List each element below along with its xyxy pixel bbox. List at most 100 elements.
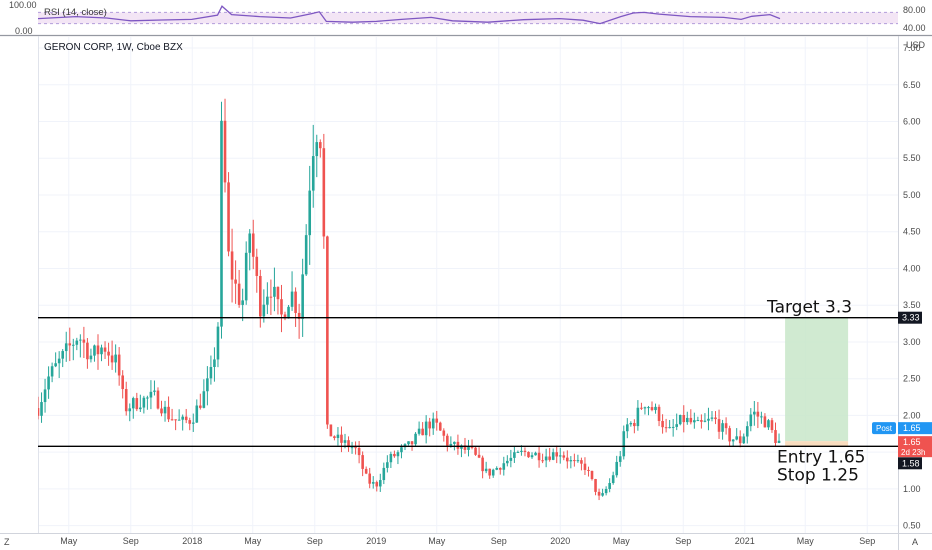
target-annotation[interactable]: Target 3.3 [766,298,852,318]
line-price-badge [898,457,922,470]
candle-body [407,441,410,445]
candle-body [710,417,714,419]
candle-body [50,366,54,377]
rsi-tick-0: 0.00 [15,26,33,36]
candle-body [177,419,181,421]
candle-body [223,120,227,183]
candle-body [375,482,379,487]
candle-body [636,407,640,427]
candle-body [135,398,139,410]
candle-body [541,460,544,462]
stop-annotation[interactable]: Stop 1.25 [777,465,859,485]
candle-body [371,482,375,484]
candle-body [121,375,124,390]
rsi-tick-40: 40.00 [903,23,926,33]
entry-annotation[interactable]: Entry 1.65 [777,447,866,467]
time-axis[interactable]: May Sep 2018 May Sep 2019 May Sep 2020 May Sep 2021… [60,536,875,546]
candle-body [633,423,636,427]
candle-body [350,447,354,449]
candle-body [738,436,742,444]
candle-body [520,450,523,452]
time-tick-label: Sep [307,536,323,546]
candle-body [290,291,294,307]
candle-body [484,468,488,472]
candle-body [287,306,290,319]
candle-body [340,434,343,443]
price-tick-label: 4.00 [903,263,921,273]
candle-body [251,233,255,257]
rsi-tick-80: 80.00 [903,5,926,15]
rsi-legend: RSI (14, close) [44,7,107,18]
price-tick-label: 0.50 [903,521,921,531]
grid [38,37,898,533]
candle-body [604,488,608,494]
candle-body [259,275,262,317]
candle-body [509,457,513,461]
candle-body [318,142,322,149]
candle-body [294,291,297,313]
candle-body [576,460,580,462]
candle-body [364,468,368,474]
long-position-tool[interactable] [785,317,849,447]
candle-body [315,142,319,157]
candle-body [753,411,756,415]
rsi-line [38,5,781,25]
candle-body [311,156,315,191]
candle-body [438,422,442,431]
candle-body [202,391,206,408]
candle-body [301,274,304,319]
candle-body [749,414,753,427]
candle-body [428,421,431,429]
price-tick-label: 1.00 [903,484,921,494]
candle-body [262,304,266,317]
stop-zone[interactable] [785,441,849,447]
candle-body [664,427,668,429]
candle-body [548,456,551,460]
candle-body [456,441,460,449]
candle-body [188,420,192,424]
candle-body [682,414,686,423]
price-tick-label: 3.50 [903,300,921,310]
time-tick-label: 2019 [366,536,386,546]
candle-body [615,461,619,476]
candle-body [68,343,72,346]
candle-body [297,312,301,319]
price-tick-label: 4.50 [903,227,921,237]
price-tick-label: 5.50 [903,153,921,163]
candle-body [537,452,541,461]
candle-body [650,407,654,411]
candle-body [244,252,248,301]
price-tick-label: 6.50 [903,80,921,90]
time-tick-label: May [60,536,78,546]
time-tick-label: May [428,536,446,546]
candle-body [149,391,153,398]
candle-body [745,426,749,437]
candle-body [523,450,527,452]
candle-body [361,455,364,469]
target-zone[interactable] [785,317,849,442]
candle-body [555,452,559,457]
candle-body [671,426,675,428]
candle-body [424,421,428,436]
toolbar-left-letter[interactable]: Z [4,537,10,547]
candle-body [57,358,61,364]
price-tick-label: 2.00 [903,410,921,420]
line-price-text: 1.58 [902,458,920,468]
toolbar-right-letter[interactable]: A [912,537,918,547]
candle-body [206,378,209,392]
candle-body [241,300,244,305]
candle-body [498,467,502,470]
candle-body [213,359,216,367]
candles [38,98,781,501]
candle-body [685,417,689,423]
candle-body [777,440,781,443]
candle-body [756,411,760,417]
candle-body [396,452,400,457]
candle-body [142,397,146,408]
candle-body [566,457,569,462]
candle-body [103,347,107,352]
candle-body [131,398,135,409]
candle-body [100,347,103,355]
